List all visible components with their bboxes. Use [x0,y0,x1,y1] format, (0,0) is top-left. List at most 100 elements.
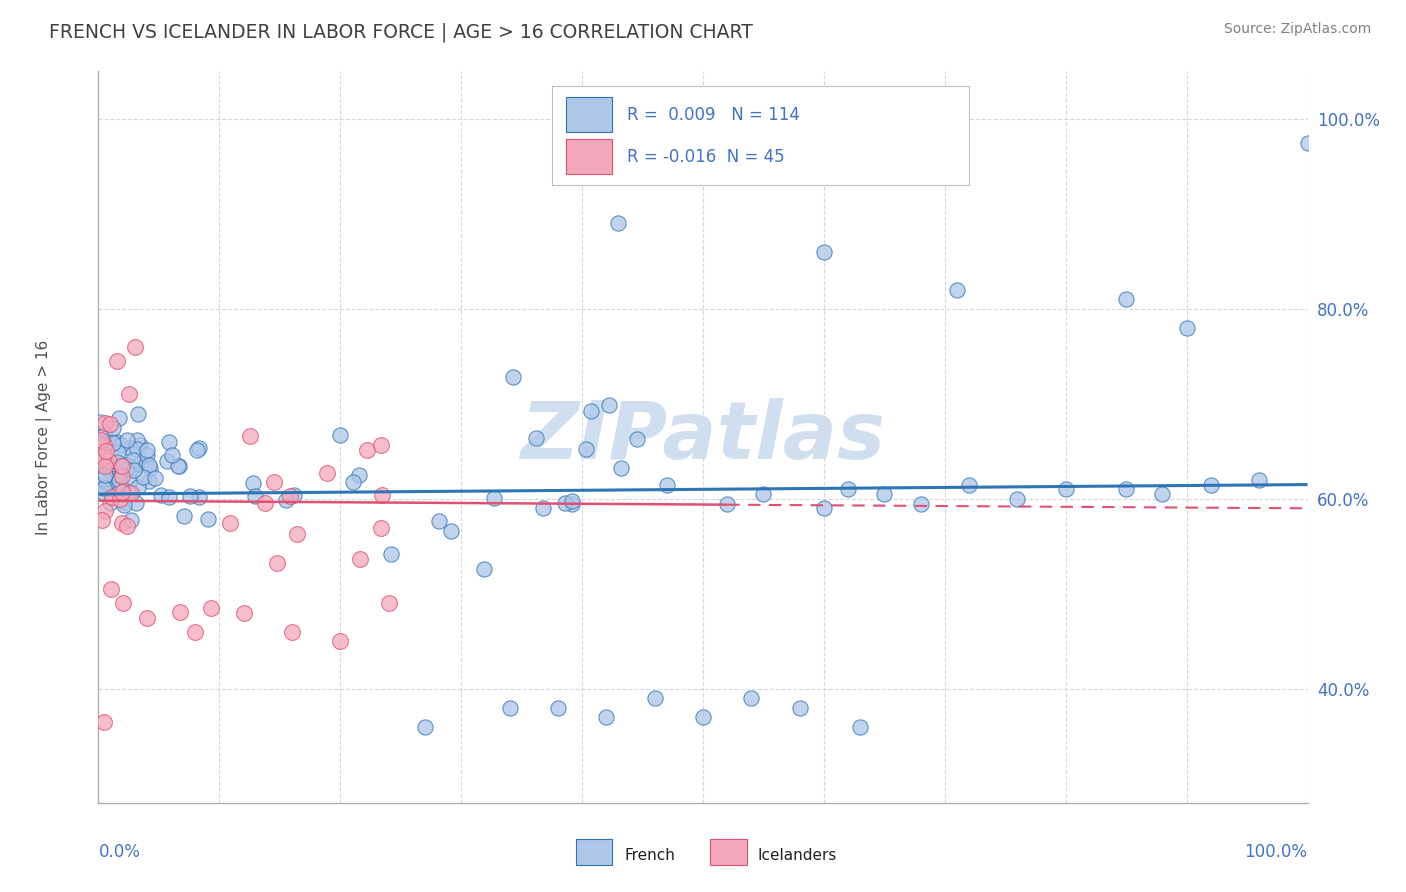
Point [131,470,153,484]
Point [111,458,134,473]
Point [111,469,134,483]
Point [1249,473,1271,487]
Point [482,491,505,505]
Point [90,481,112,495]
Point [644,691,666,706]
Point [120,513,142,527]
Point [285,526,308,541]
Point [110,438,132,452]
Point [90,440,112,454]
Point [108,491,131,506]
Point [104,474,127,488]
Point [120,475,142,489]
Point [263,475,285,489]
Point [129,458,152,472]
Point [94,480,117,494]
Point [105,455,128,469]
Point [1296,136,1319,150]
Point [125,496,148,510]
Point [752,487,775,501]
Point [101,421,124,435]
Point [93,472,115,486]
Point [118,387,141,401]
Point [598,398,620,412]
Point [112,483,135,497]
Point [145,471,167,485]
Point [107,434,129,449]
Point [124,340,146,354]
Point [93,714,115,729]
Point [910,497,932,511]
Point [274,493,297,508]
Point [125,442,148,457]
Text: In Labor Force | Age > 16: In Labor Force | Age > 16 [37,340,52,534]
Point [93,427,115,442]
Point [561,497,583,511]
Point [472,562,495,576]
Point [1054,483,1077,497]
Point [136,442,159,457]
Point [253,496,276,510]
Point [371,488,394,502]
Point [186,442,208,457]
Point [115,461,138,475]
Point [377,596,399,610]
Point [1007,491,1029,506]
Point [112,498,135,512]
Point [94,458,117,473]
Point [112,495,135,509]
Point [129,438,152,452]
Text: ZIPatlas: ZIPatlas [520,398,886,476]
Point [127,480,149,494]
Text: FRENCH VS ICELANDER IN LABOR FORCE | AGE > 16 CORRELATION CHART: FRENCH VS ICELANDER IN LABOR FORCE | AGE… [49,22,754,42]
Point [139,461,162,475]
Point [329,634,352,648]
Point [957,477,980,491]
Point [1115,293,1137,307]
Point [232,606,254,620]
Point [242,475,264,490]
Point [561,494,583,508]
Point [607,216,630,230]
Point [188,441,211,455]
Text: Icelanders: Icelanders [758,848,837,863]
Point [243,490,266,504]
Point [524,431,547,445]
Point [837,483,859,497]
Point [716,497,738,511]
FancyBboxPatch shape [551,86,969,185]
Point [427,514,450,528]
Point [813,501,835,516]
Point [692,710,714,724]
Point [108,411,131,425]
Point [547,701,569,715]
Point [218,516,240,530]
Point [110,459,132,474]
Point [111,596,134,610]
Text: French: French [624,848,675,863]
Point [554,495,576,509]
Point [94,504,117,518]
Point [89,415,111,429]
Point [609,461,631,475]
Point [315,466,337,480]
Point [107,444,129,458]
Point [413,720,436,734]
Point [98,459,121,474]
Point [1175,321,1198,335]
Point [149,487,172,501]
Point [502,369,524,384]
Point [157,434,180,449]
Point [349,552,371,566]
Point [105,354,128,368]
Point [200,600,222,615]
Point [946,283,969,297]
Point [91,450,114,464]
Point [97,454,120,468]
Point [239,429,262,443]
Bar [710,839,747,865]
Text: R =  0.009   N = 114: R = 0.009 N = 114 [627,105,800,123]
Point [135,610,157,624]
Point [98,417,121,432]
Point [1199,477,1222,491]
